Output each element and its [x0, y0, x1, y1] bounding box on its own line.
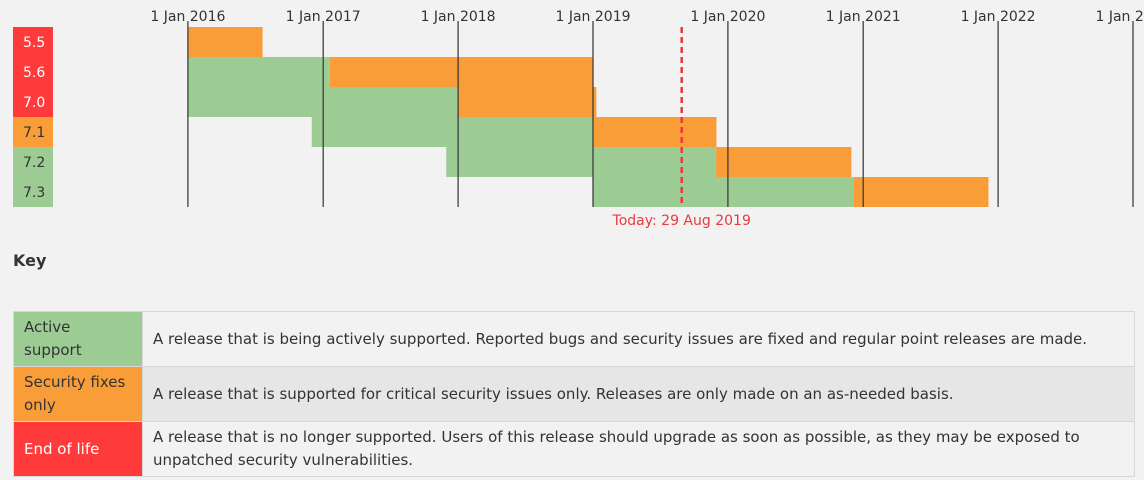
version-label-5-5: 5.5: [23, 35, 45, 51]
version-label-bg-5-6: [13, 57, 53, 87]
year-tick-labels: 1 Jan 2016 1 Jan 2017 1 Jan 2018 1 Jan 2019…: [150, 9, 1144, 25]
security-bar-7-1: [593, 117, 717, 147]
security-bar-7-3: [853, 177, 989, 207]
key-row-security: Security fixes only A release that is su…: [13, 366, 1135, 422]
tick-label-2017: 1 Jan 2017: [286, 9, 361, 25]
tick-label-2020: 1 Jan 2020: [690, 9, 765, 25]
release-bars: [187, 27, 989, 207]
active-bar-7-2: [446, 147, 717, 177]
key-description-active: A release that is being actively support…: [142, 311, 1135, 367]
release-timeline-chart: 5.55.67.07.17.27.3 1 Jan 2016 1 Jan 2017 1…: [13, 9, 1144, 229]
version-label-bg-7-1: [13, 117, 53, 147]
key-description-security: A release that is supported for critical…: [142, 366, 1135, 422]
key-swatch-security: Security fixes only: [13, 366, 143, 422]
year-gridlines: [187, 21, 1134, 207]
key-heading: Key: [13, 251, 47, 270]
today-label: Today: 29 Aug 2019: [612, 213, 751, 229]
key-row-active: Active support A release that is being a…: [13, 311, 1135, 367]
version-labels: 5.5 5.6 7.0 7.1 7.2 7.3: [13, 27, 53, 207]
key-description-eol: A release that is no longer supported. U…: [142, 421, 1135, 477]
tick-label-2023: 1 Jan 2023: [1095, 9, 1144, 25]
security-bar-5-6: [329, 57, 593, 87]
version-label-5-6: 5.6: [23, 65, 45, 81]
today-marker: Today: 29 Aug 2019: [612, 27, 751, 229]
version-label-bg-7-0: [13, 87, 53, 117]
tick-label-2022: 1 Jan 2022: [961, 9, 1036, 25]
version-label-bg-7-3: [13, 177, 53, 207]
security-bar-7-2: [716, 147, 852, 177]
active-bar-7-1: [311, 117, 593, 147]
security-bar-7-0: [458, 87, 597, 117]
security-bar-5-5: [187, 27, 263, 57]
key-swatch-eol: End of life: [13, 421, 143, 477]
active-bar-5-6: [187, 57, 330, 87]
version-label-7-2: 7.2: [23, 155, 45, 171]
tick-label-2018: 1 Jan 2018: [421, 9, 496, 25]
tick-label-2021: 1 Jan 2021: [826, 9, 901, 25]
version-label-7-3: 7.3: [23, 185, 45, 201]
key-row-eol: End of life A release that is no longer …: [13, 421, 1135, 477]
tick-label-2016: 1 Jan 2016: [150, 9, 225, 25]
key-swatch-active: Active support: [13, 311, 143, 367]
version-label-bg-5-5: [13, 27, 53, 57]
version-label-7-1: 7.1: [23, 125, 45, 141]
key-table: Active support A release that is being a…: [13, 311, 1135, 477]
version-label-7-0: 7.0: [23, 95, 45, 111]
tick-label-2019: 1 Jan 2019: [555, 9, 630, 25]
active-bar-7-3: [593, 177, 854, 207]
version-label-bg-7-2: [13, 147, 53, 177]
